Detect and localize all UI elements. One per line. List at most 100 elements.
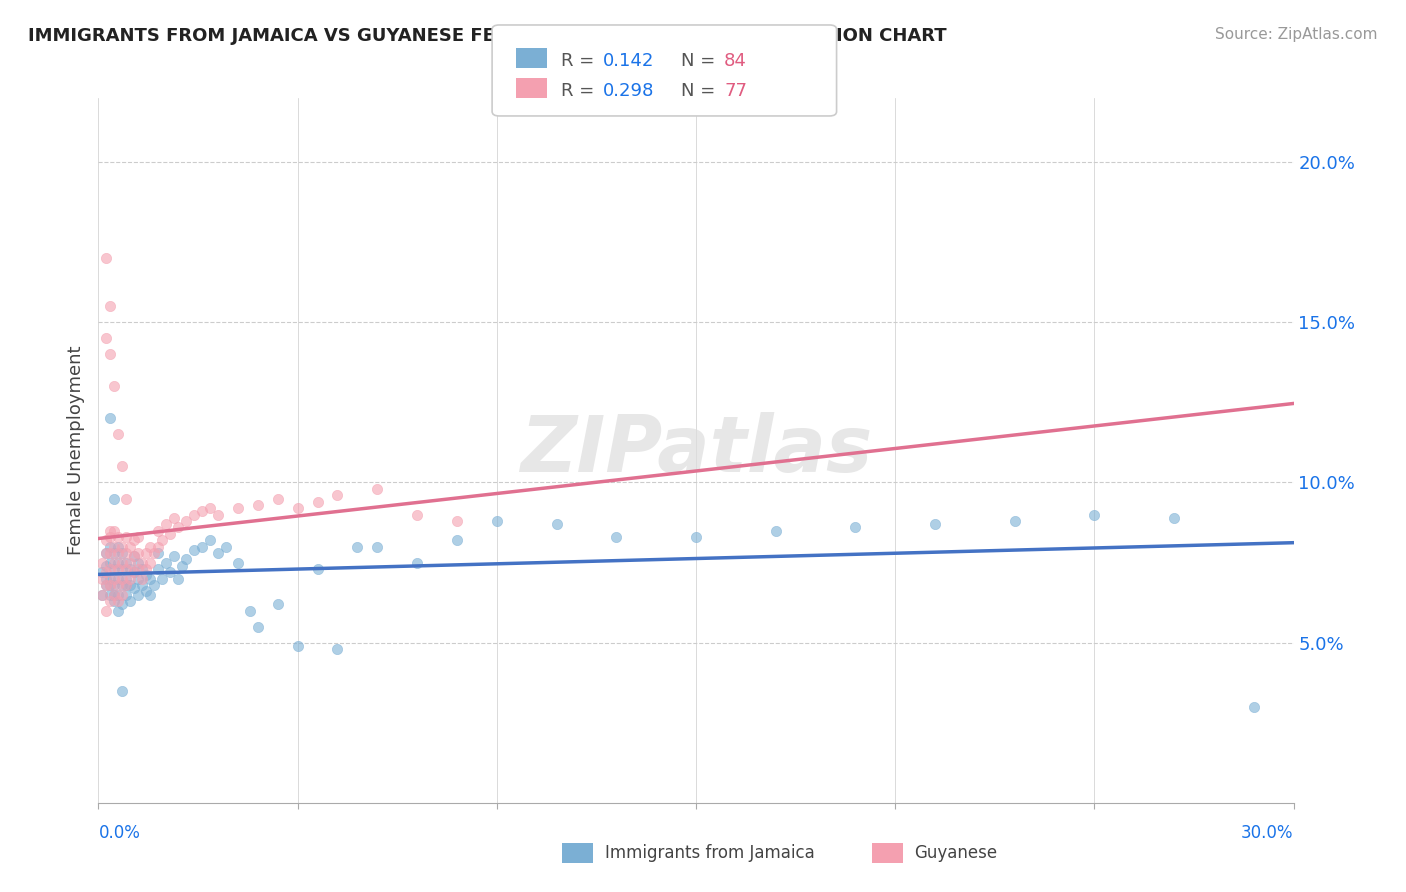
Point: [226, 556, 249, 570]
Point: [131, 578, 153, 592]
Point: [167, 572, 190, 586]
Point: [135, 546, 157, 560]
Point: [924, 517, 946, 532]
Point: [546, 517, 568, 532]
Y-axis label: Female Unemployment: Female Unemployment: [66, 346, 84, 555]
Point: [215, 540, 238, 554]
Point: [111, 597, 134, 611]
Point: [115, 556, 138, 570]
Point: [107, 572, 129, 586]
Point: [111, 540, 134, 554]
Point: [111, 459, 134, 474]
Point: [139, 588, 162, 602]
Point: [96, 533, 118, 548]
Point: [135, 584, 157, 599]
Point: [107, 540, 129, 554]
Point: [172, 558, 194, 573]
Point: [446, 533, 468, 548]
Text: R =: R =: [561, 52, 600, 70]
Point: [267, 491, 290, 506]
Point: [96, 252, 118, 266]
Point: [207, 508, 229, 522]
Point: [127, 572, 149, 586]
Point: [446, 514, 468, 528]
Point: [267, 597, 290, 611]
Point: [485, 514, 508, 528]
Point: [1163, 510, 1185, 524]
Point: [96, 558, 118, 573]
Point: [143, 546, 166, 560]
Point: [98, 588, 122, 602]
Point: [174, 514, 197, 528]
Point: [111, 572, 134, 586]
Text: Immigrants from Jamaica: Immigrants from Jamaica: [605, 844, 814, 862]
Point: [103, 556, 125, 570]
Point: [120, 594, 142, 608]
Text: IMMIGRANTS FROM JAMAICA VS GUYANESE FEMALE UNEMPLOYMENT CORRELATION CHART: IMMIGRANTS FROM JAMAICA VS GUYANESE FEMA…: [28, 27, 946, 45]
Point: [685, 530, 707, 544]
Point: [605, 530, 627, 544]
Point: [103, 588, 125, 602]
Point: [103, 588, 125, 602]
Text: N =: N =: [681, 82, 720, 100]
Point: [107, 556, 129, 570]
Point: [246, 619, 269, 633]
Point: [287, 501, 309, 516]
Point: [120, 540, 142, 554]
Point: [91, 565, 114, 579]
Point: [366, 540, 388, 554]
Point: [150, 533, 173, 548]
Point: [120, 556, 142, 570]
Point: [183, 542, 205, 557]
Point: [150, 572, 173, 586]
Point: [124, 549, 146, 564]
Point: [98, 572, 122, 586]
Point: [96, 565, 118, 579]
Point: [115, 530, 138, 544]
Point: [103, 540, 125, 554]
Point: [183, 508, 205, 522]
Point: [98, 578, 122, 592]
Point: [127, 588, 149, 602]
Point: [103, 578, 125, 592]
Point: [107, 588, 129, 602]
Point: [107, 427, 129, 442]
Point: [111, 556, 134, 570]
Point: [107, 562, 129, 576]
Point: [96, 546, 118, 560]
Text: N =: N =: [681, 52, 720, 70]
Point: [163, 510, 186, 524]
Point: [246, 498, 269, 512]
Text: 0.142: 0.142: [603, 52, 655, 70]
Text: 0.0%: 0.0%: [98, 824, 141, 842]
Point: [1004, 514, 1026, 528]
Text: Source: ZipAtlas.com: Source: ZipAtlas.com: [1215, 27, 1378, 42]
Point: [124, 549, 146, 564]
Point: [135, 562, 157, 576]
Point: [107, 604, 129, 618]
Point: [91, 556, 114, 570]
Point: [326, 642, 349, 657]
Point: [155, 517, 177, 532]
Point: [159, 526, 181, 541]
Point: [98, 562, 122, 576]
Point: [91, 588, 114, 602]
Point: [96, 578, 118, 592]
Point: [115, 562, 138, 576]
Point: [96, 578, 118, 592]
Point: [131, 562, 153, 576]
Point: [124, 565, 146, 579]
Point: [135, 568, 157, 582]
Point: [174, 552, 197, 566]
Text: Guyanese: Guyanese: [914, 844, 997, 862]
Point: [98, 556, 122, 570]
Point: [139, 556, 162, 570]
Point: [111, 683, 134, 698]
Point: [765, 524, 787, 538]
Point: [191, 504, 214, 518]
Point: [96, 546, 118, 560]
Point: [139, 540, 162, 554]
Point: [115, 588, 138, 602]
Point: [163, 549, 186, 564]
Point: [111, 588, 134, 602]
